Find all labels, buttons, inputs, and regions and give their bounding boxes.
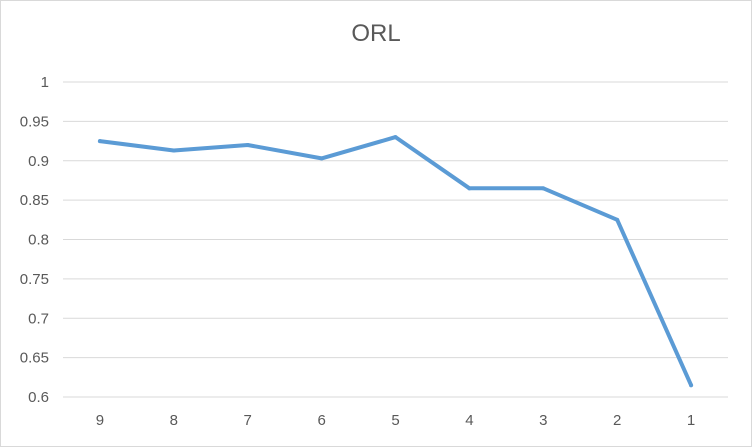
y-tick-label: 0.85 <box>20 192 49 209</box>
y-tick-label: 0.95 <box>20 113 49 130</box>
x-tick-label: 8 <box>170 412 178 429</box>
y-tick-label: 0.65 <box>20 350 49 367</box>
data-point <box>97 139 102 144</box>
data-point <box>467 186 472 191</box>
x-tick-label: 4 <box>465 412 473 429</box>
data-point <box>393 135 398 140</box>
y-axis-tick-labels: 0.6 0.65 0.7 0.75 0.8 0.85 0.9 0.95 1 <box>20 74 49 406</box>
x-tick-label: 5 <box>391 412 399 429</box>
series-group <box>97 135 694 388</box>
data-point <box>541 186 546 191</box>
data-point <box>245 143 250 147</box>
y-tick-label: 0.9 <box>28 153 49 170</box>
data-point <box>615 217 620 222</box>
x-tick-label: 6 <box>317 412 325 429</box>
data-point <box>319 156 324 161</box>
x-tick-label: 3 <box>539 412 547 429</box>
gridlines <box>63 81 728 398</box>
y-tick-label: 0.7 <box>28 310 49 327</box>
y-tick-label: 0.6 <box>28 389 49 406</box>
series-line-group <box>97 135 694 388</box>
chart-title: ORL <box>351 20 401 47</box>
x-axis-tick-labels: 9 8 7 6 5 4 3 2 1 <box>96 412 695 429</box>
x-tick-label: 9 <box>96 412 104 429</box>
x-tick-label: 7 <box>244 412 252 429</box>
series-line <box>97 135 694 388</box>
y-tick-label: 0.75 <box>20 271 49 288</box>
x-tick-label: 1 <box>687 412 695 429</box>
y-tick-label: 0.8 <box>28 232 49 249</box>
data-point <box>171 148 176 153</box>
y-tick-label: 1 <box>41 74 49 91</box>
x-tick-label: 2 <box>613 412 621 429</box>
data-point <box>689 383 694 388</box>
